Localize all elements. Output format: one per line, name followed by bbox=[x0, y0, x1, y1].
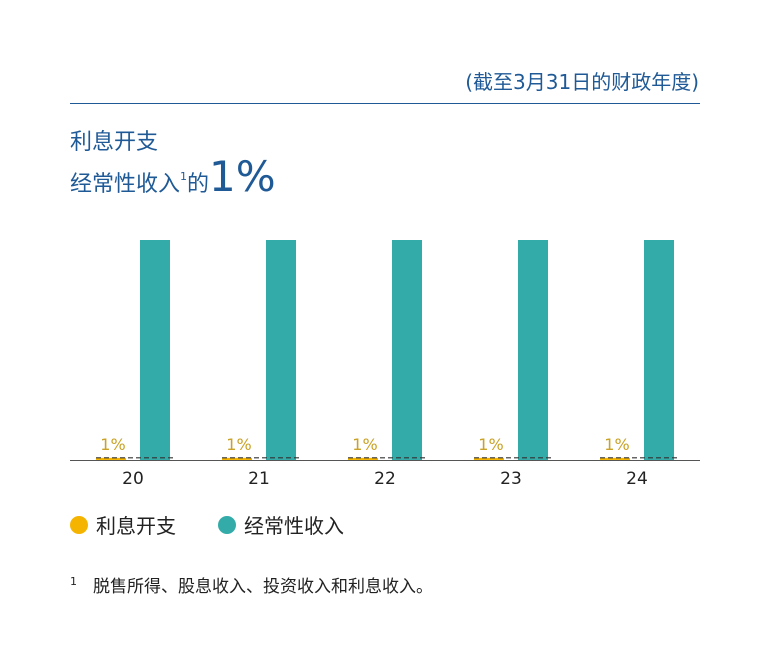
footnote-text: 脱售所得、股息收入、投资收入和利息收入。 bbox=[93, 577, 433, 597]
data-label-interest-expense-20: 1% bbox=[100, 435, 125, 454]
x-tick-label-21: 21 bbox=[248, 469, 270, 489]
footnote-mark: 1 bbox=[70, 575, 77, 588]
legend-label-recurring-income: 经常性收入 bbox=[244, 514, 344, 538]
legend-swatch-recurring-income bbox=[218, 515, 236, 534]
chart-title-line1: 利息开支 bbox=[70, 130, 159, 155]
data-label-interest-expense-24: 1% bbox=[604, 435, 629, 454]
period-label: (截至3月31日的财政年度) bbox=[465, 70, 699, 94]
data-label-interest-expense-23: 1% bbox=[478, 435, 503, 454]
chart-title-line2: 经常性收入1的1% bbox=[70, 152, 276, 201]
data-label-interest-expense-22: 1% bbox=[352, 435, 377, 454]
legend-item-recurring-income: 经常性收入 bbox=[218, 510, 344, 539]
bar-recurring-income-24 bbox=[644, 240, 674, 460]
x-tick-label-20: 20 bbox=[122, 469, 144, 489]
bar-interest-expense-24 bbox=[600, 457, 630, 460]
title-big-percent: 1% bbox=[209, 152, 276, 201]
legend-item-interest-expense: 利息开支 bbox=[70, 510, 176, 539]
chart-legend: 利息开支 经常性收入 bbox=[70, 510, 386, 539]
data-label-interest-expense-21: 1% bbox=[226, 435, 251, 454]
bar-interest-expense-23 bbox=[474, 457, 504, 460]
bar-recurring-income-21 bbox=[266, 240, 296, 460]
x-tick-label-24: 24 bbox=[626, 469, 648, 489]
x-tick-label-23: 23 bbox=[500, 469, 522, 489]
header-divider bbox=[70, 103, 700, 104]
x-tick-label-22: 22 bbox=[374, 469, 396, 489]
footnote: 1 脱售所得、股息收入、投资收入和利息收入。 bbox=[70, 572, 433, 597]
legend-label-interest-expense: 利息开支 bbox=[96, 514, 176, 538]
bar-recurring-income-20 bbox=[140, 240, 170, 460]
title-suffix: 的 bbox=[187, 172, 210, 197]
legend-swatch-interest-expense bbox=[70, 515, 88, 534]
bar-interest-expense-22 bbox=[348, 457, 378, 460]
bar-interest-expense-21 bbox=[222, 457, 252, 460]
bar-interest-expense-20 bbox=[96, 457, 126, 460]
title-footnote-mark: 1 bbox=[180, 170, 188, 183]
bar-recurring-income-23 bbox=[518, 240, 548, 460]
bar-recurring-income-22 bbox=[392, 240, 422, 460]
title-recurring-income: 经常性收入 bbox=[70, 172, 181, 197]
